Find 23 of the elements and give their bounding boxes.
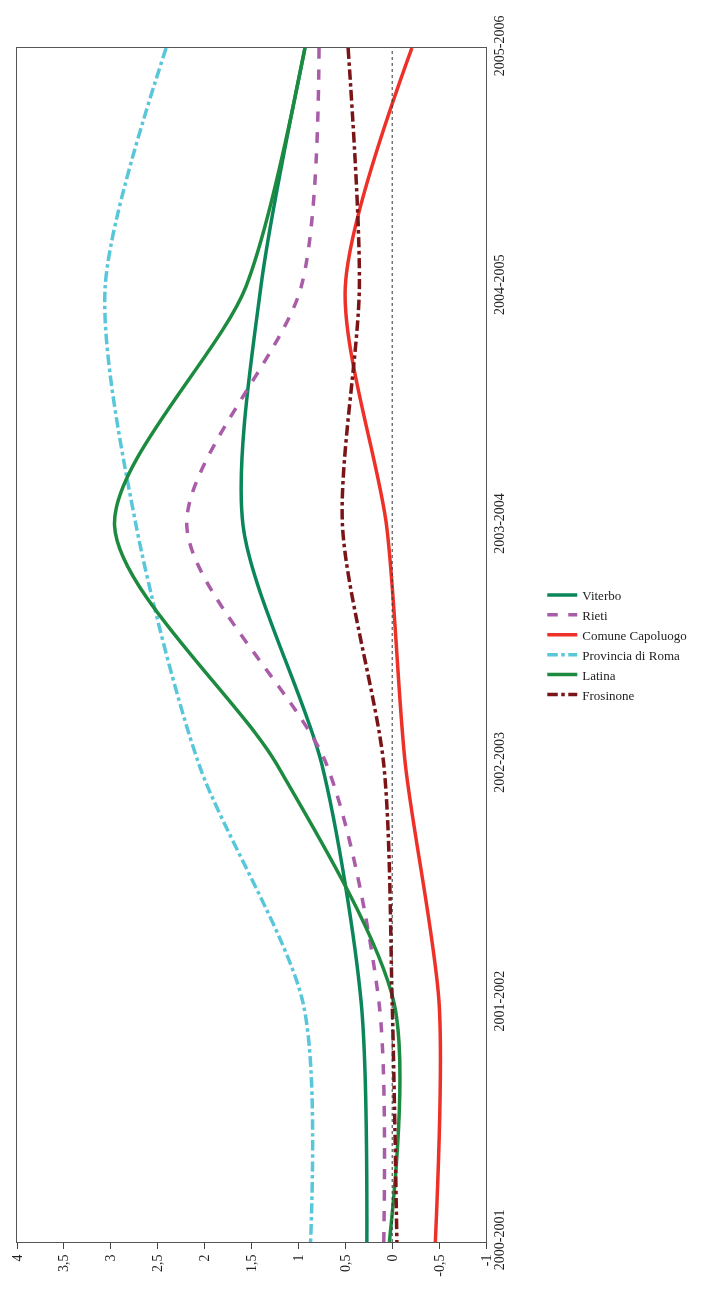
x-tick-label: 2 — [197, 1254, 213, 1262]
legend-label: Provincia di Roma — [582, 647, 680, 663]
x-tick-label: 0,5 — [337, 1254, 353, 1273]
legend-label: Comune Capoluogo — [582, 627, 687, 643]
x-tick-label: -1 — [478, 1254, 494, 1267]
y-tick-label: 2002-2003 — [491, 731, 507, 793]
x-tick-label: 1 — [290, 1254, 306, 1262]
legend-label: Rieti — [582, 607, 608, 623]
y-tick-label: 2004-2005 — [491, 254, 507, 316]
y-tick-label: 2005-2006 — [491, 15, 507, 77]
legend-label: Frosinone — [582, 687, 635, 703]
x-tick-label: 3,5 — [56, 1254, 72, 1273]
x-tick-label: 0 — [384, 1254, 400, 1262]
legend-label: Viterbo — [582, 588, 622, 604]
legend-label: Latina — [582, 667, 616, 683]
x-tick-label: -0,5 — [431, 1254, 447, 1277]
x-tick-label: 2,5 — [150, 1254, 166, 1273]
x-tick-label: 3 — [103, 1254, 119, 1262]
y-tick-label: 2003-2004 — [491, 493, 507, 554]
y-tick-label: 2001-2002 — [491, 970, 507, 1032]
x-tick-label: 4 — [9, 1254, 25, 1262]
x-tick-label: 1,5 — [244, 1254, 260, 1273]
y-tick-label: 2000-2001 — [491, 1209, 507, 1271]
